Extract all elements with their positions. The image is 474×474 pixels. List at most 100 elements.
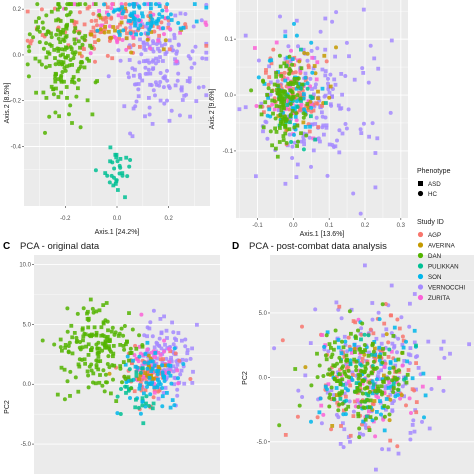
point-asd-son xyxy=(140,14,145,19)
point-asd-vernocchi xyxy=(171,364,175,369)
point-asd-pulikkan xyxy=(134,373,139,378)
point-hc-dan xyxy=(358,346,363,351)
point-asd-dan xyxy=(274,104,279,108)
point-hc-zurita xyxy=(139,312,144,317)
point-asd-dan xyxy=(366,353,371,358)
point-asd-son xyxy=(323,384,328,389)
point-asd-dan xyxy=(295,123,300,128)
point-asd-vernocchi xyxy=(321,123,326,128)
point-asd-pulikkan xyxy=(324,101,328,105)
point-hc-dan xyxy=(72,41,77,46)
point-hc-agp xyxy=(400,334,405,339)
ytick-label: 0.0 xyxy=(13,53,22,59)
point-hc-son xyxy=(128,13,133,18)
point-asd-dan xyxy=(88,43,92,48)
point-asd-dan xyxy=(281,118,285,123)
point-hc-dan xyxy=(292,125,297,130)
point-asd-averina xyxy=(119,20,124,25)
point-asd-pulikkan xyxy=(113,182,118,186)
point-asd-vernocchi xyxy=(148,71,153,76)
point-asd-vernocchi xyxy=(381,333,385,338)
point-hc-vernocchi xyxy=(150,59,155,64)
point-hc-agp xyxy=(287,107,292,112)
point-hc-zurita xyxy=(136,359,141,364)
point-hc-pulikkan xyxy=(118,412,123,416)
point-asd-dan xyxy=(278,113,283,117)
point-asd-agp xyxy=(401,338,406,343)
point-hc-vernocchi xyxy=(339,316,344,321)
point-hc-dan xyxy=(283,92,288,97)
point-asd-dan xyxy=(116,334,121,338)
point-asd-dan xyxy=(342,369,347,374)
point-asd-son xyxy=(269,58,274,63)
point-asd-dan xyxy=(49,84,54,89)
point-asd-dan xyxy=(60,62,65,67)
point-asd-agp xyxy=(157,33,161,38)
point-asd-pulikkan xyxy=(403,376,408,381)
point-asd-dan xyxy=(64,85,69,89)
point-asd-vernocchi xyxy=(400,342,405,347)
point-hc-vernocchi xyxy=(153,61,158,66)
point-hc-dan xyxy=(25,62,30,67)
point-asd-vernocchi xyxy=(322,132,326,137)
point-hc-vernocchi xyxy=(278,14,282,19)
point-hc-vernocchi xyxy=(171,330,176,335)
point-asd-dan xyxy=(274,146,278,151)
point-asd-son xyxy=(296,82,301,86)
point-hc-vernocchi xyxy=(275,79,280,84)
panel-d: D PCA - post-combat data analysis -5.0 0.… xyxy=(232,241,474,474)
point-hc-dan xyxy=(73,50,78,55)
point-hc-dan xyxy=(31,35,36,40)
point-hc-pulikkan xyxy=(362,332,367,337)
point-asd-dan xyxy=(335,379,340,383)
point-asd-dan xyxy=(92,325,97,330)
point-asd-son xyxy=(123,362,128,367)
point-hc-vernocchi xyxy=(188,356,193,361)
point-hc-son xyxy=(294,99,299,104)
point-asd-vernocchi xyxy=(145,58,150,63)
point-hc-dan xyxy=(360,391,365,396)
point-asd-pulikkan xyxy=(134,397,138,402)
point-hc-averina xyxy=(88,32,93,37)
point-asd-averina xyxy=(316,96,320,101)
point-asd-pulikkan xyxy=(144,401,148,406)
point-hc-agp xyxy=(395,317,400,322)
point-hc-dan xyxy=(107,365,112,370)
point-hc-vernocchi xyxy=(388,110,393,115)
point-asd-pulikkan xyxy=(359,337,363,342)
point-asd-dan xyxy=(61,37,65,42)
point-asd-zurita xyxy=(349,350,354,355)
point-hc-averina xyxy=(129,50,134,55)
point-asd-pulikkan xyxy=(371,382,376,387)
point-asd-zurita xyxy=(175,368,180,373)
point-asd-zurita xyxy=(156,38,160,43)
point-asd-son xyxy=(120,5,124,10)
point-asd-dan xyxy=(349,331,353,336)
point-asd-averina xyxy=(161,47,166,52)
point-hc-vernocchi xyxy=(165,98,169,103)
point-hc-pulikkan xyxy=(115,159,120,164)
point-hc-vernocchi xyxy=(305,58,310,63)
point-asd-vernocchi xyxy=(163,386,168,390)
point-hc-dan xyxy=(341,364,345,369)
point-asd-dan xyxy=(93,2,98,6)
point-asd-vernocchi xyxy=(320,110,324,115)
point-asd-dan xyxy=(53,79,58,84)
point-asd-vernocchi xyxy=(302,138,306,143)
point-hc-dan xyxy=(89,46,94,50)
point-hc-zurita xyxy=(381,417,386,422)
point-asd-dan xyxy=(60,348,64,353)
point-asd-dan xyxy=(53,56,57,60)
point-asd-son xyxy=(140,11,144,16)
legend-study-title: Study ID xyxy=(417,219,444,226)
point-asd-dan xyxy=(57,114,61,119)
point-asd-dan xyxy=(49,44,54,48)
point-hc-son xyxy=(137,18,141,23)
point-asd-agp xyxy=(93,40,97,44)
point-asd-pulikkan xyxy=(114,155,119,160)
point-hc-dan xyxy=(337,391,342,396)
point-hc-zurita xyxy=(120,38,125,42)
point-hc-son xyxy=(265,113,270,118)
point-hc-dan xyxy=(56,2,61,7)
point-hc-son xyxy=(160,26,165,31)
